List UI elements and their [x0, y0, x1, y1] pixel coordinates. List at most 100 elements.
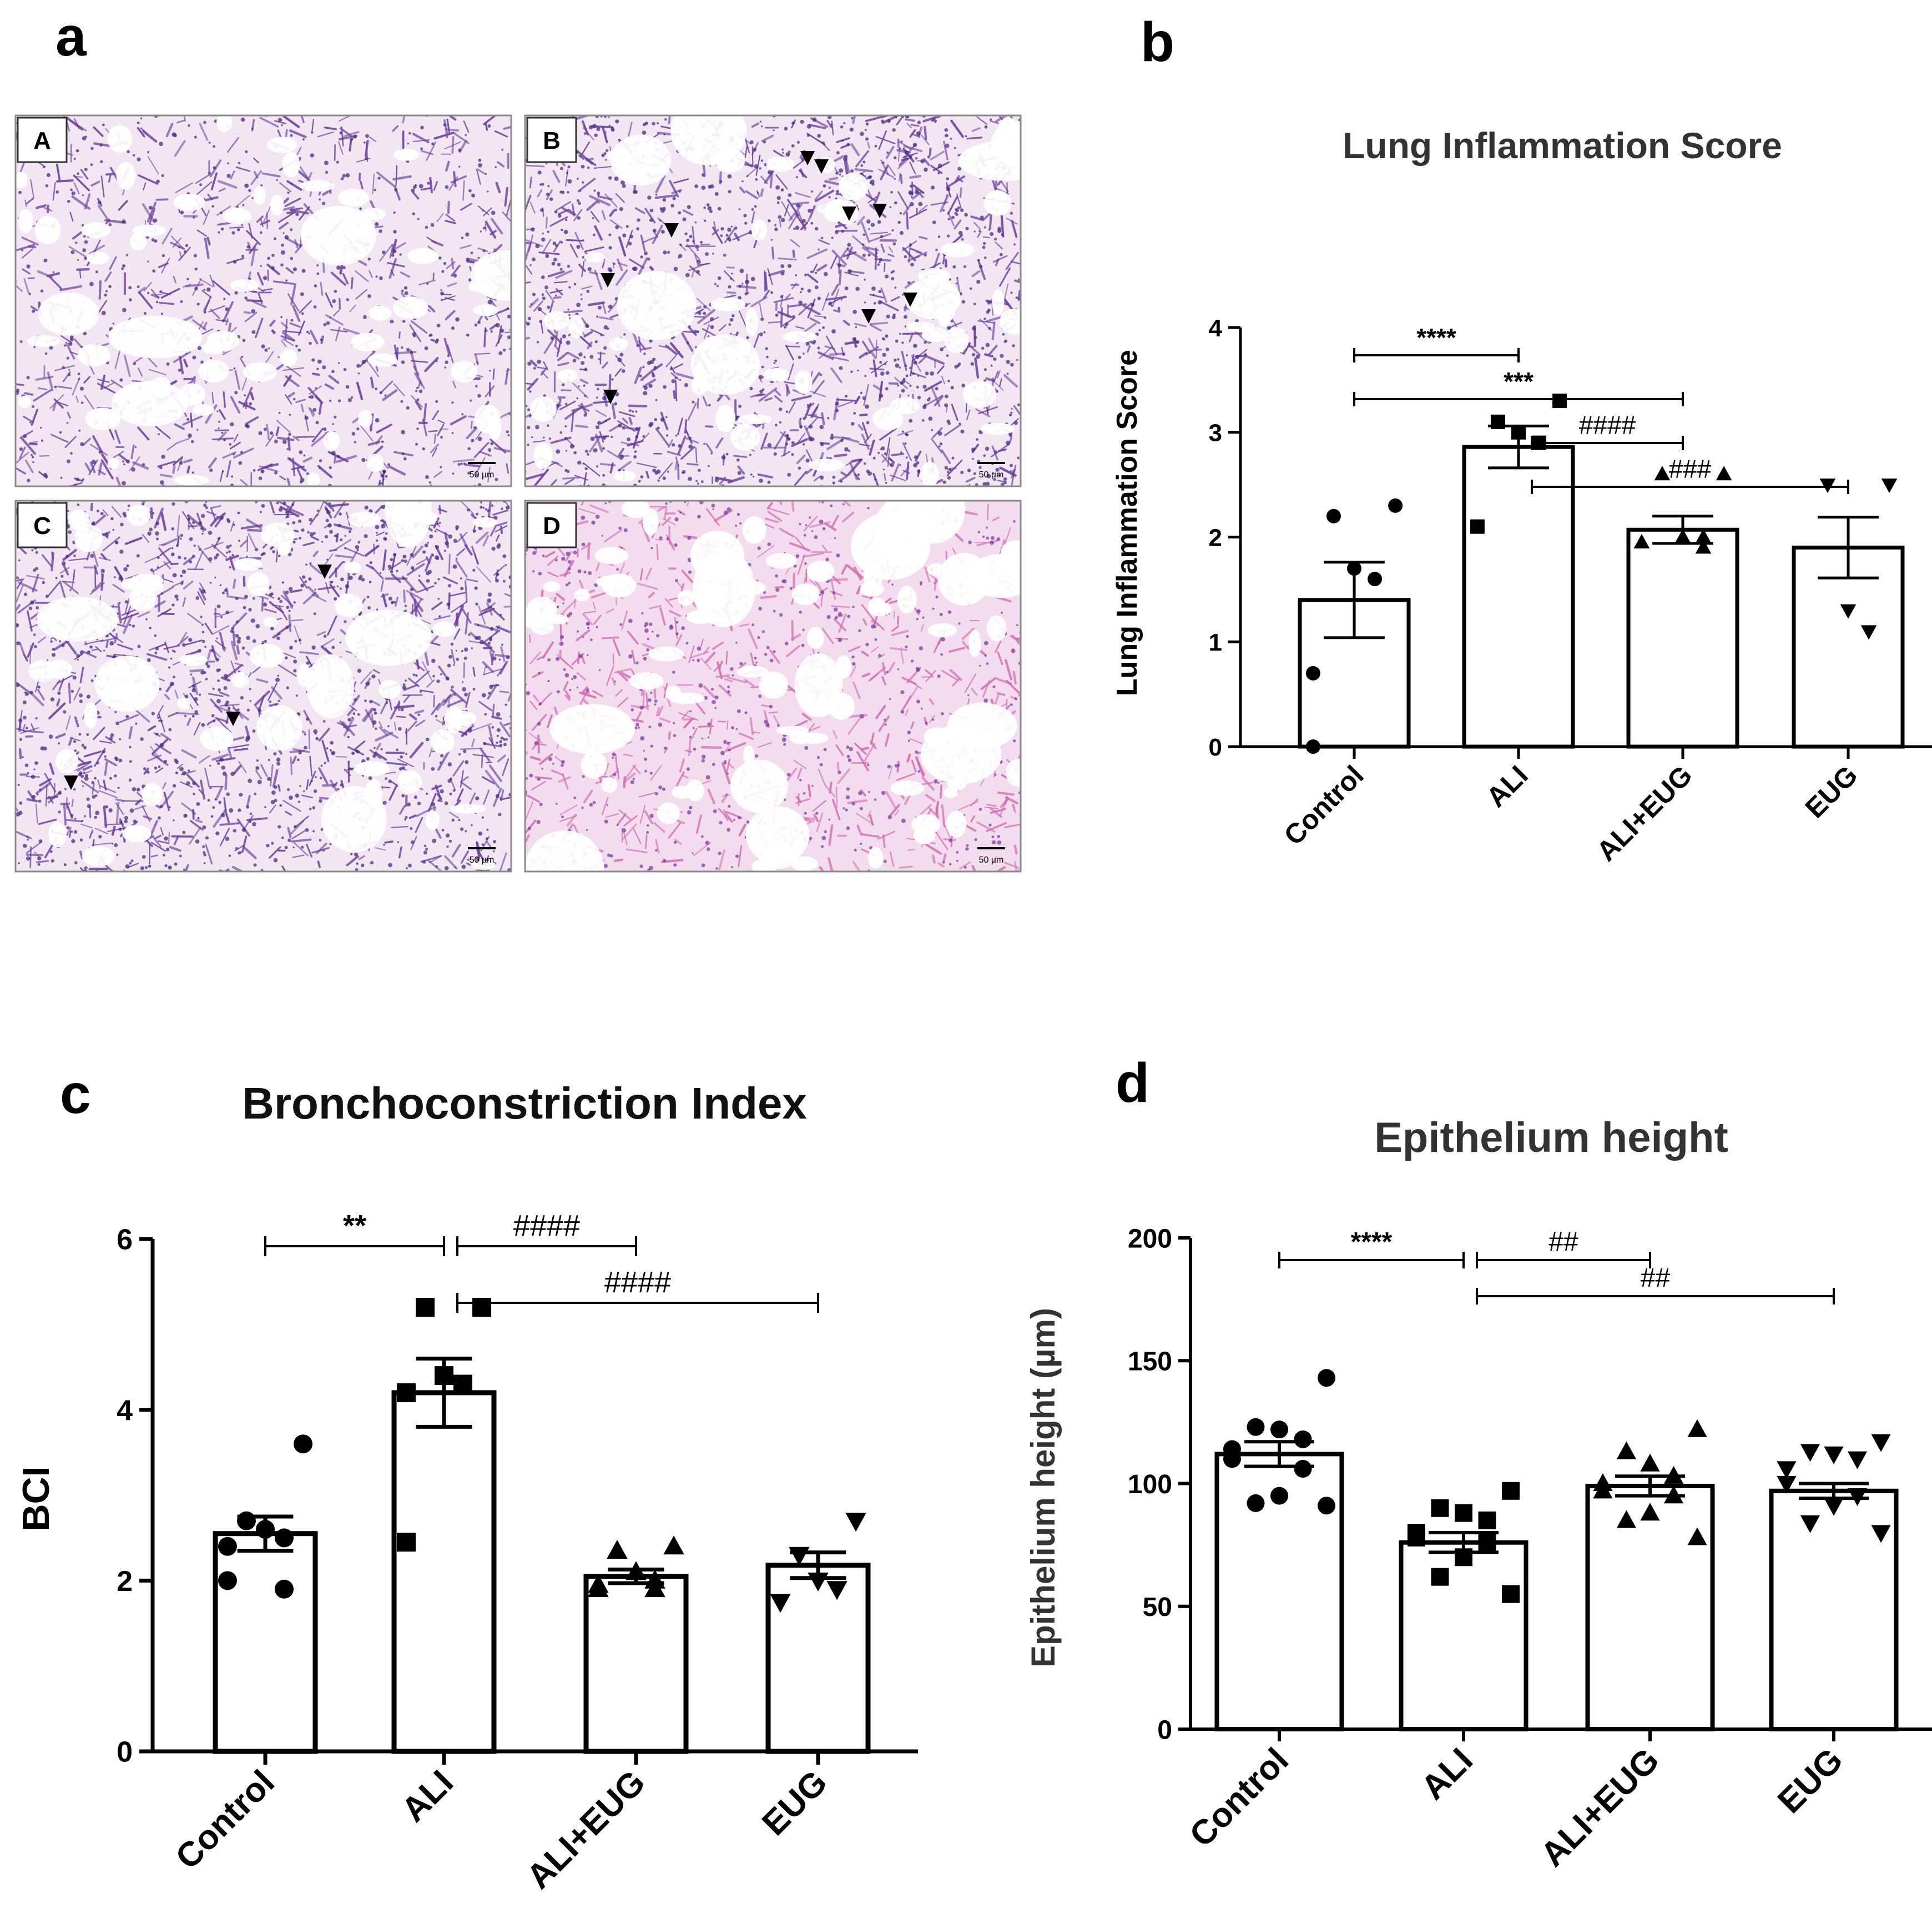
y-tick-label: 4 [1209, 315, 1223, 342]
data-point [1502, 1585, 1520, 1603]
y-tick-label: 6 [117, 1224, 133, 1256]
data-point [1318, 1369, 1336, 1387]
panel-letter-b: b [1141, 11, 1174, 73]
micrograph-label: D [543, 512, 561, 540]
category-label: ALI [394, 1763, 460, 1829]
micrograph-a: A 50 µm [14, 114, 512, 487]
bar [391, 1390, 497, 1754]
data-point [218, 1537, 237, 1556]
category-label: ALI+EUG [1534, 1741, 1667, 1874]
data-point [1616, 1510, 1637, 1528]
data-point [1511, 425, 1526, 440]
data-point [1294, 1459, 1312, 1478]
data-point [1270, 1487, 1288, 1505]
micrograph-b: B 50 µm [524, 114, 1022, 487]
arrowhead-icon [842, 207, 856, 221]
data-point [1871, 1434, 1891, 1452]
data-point [1552, 394, 1567, 409]
category-label: ALI [1414, 1741, 1480, 1807]
arrowhead-icon [903, 293, 917, 307]
category-label: ALI [1480, 759, 1534, 813]
data-point [1368, 572, 1383, 586]
data-point [1616, 1441, 1637, 1459]
y-tick-label: 0 [117, 1736, 133, 1769]
arrowhead-icon [861, 309, 876, 324]
bar [583, 1574, 689, 1754]
data-point [1695, 539, 1712, 554]
arrowhead-icon [800, 151, 815, 165]
data-point [789, 1547, 810, 1566]
significance-label: **** [1416, 323, 1456, 352]
category-label: Control [168, 1763, 282, 1877]
significance-label: *** [1504, 367, 1534, 396]
y-tick-label: 200 [1128, 1224, 1172, 1253]
significance-label: ## [1641, 1263, 1671, 1293]
panel-letter-c: c [60, 1063, 91, 1125]
micrograph-c: C 50 µm [14, 500, 512, 873]
micrograph-label: B [543, 127, 561, 154]
data-point [1800, 1444, 1820, 1462]
tissue-texture [525, 115, 1021, 486]
micrograph-d: D 50 µm [524, 500, 1022, 873]
data-point [1478, 1533, 1496, 1552]
category-label: Control [1278, 759, 1370, 851]
bar [1585, 1483, 1715, 1732]
significance-label: **** [1351, 1227, 1393, 1257]
data-point [1695, 528, 1712, 543]
tissue-texture [16, 501, 511, 872]
data-point [1478, 1511, 1496, 1529]
arrowhead-icon [64, 775, 78, 790]
data-point [1305, 739, 1320, 754]
category-label: EUG [1799, 759, 1864, 824]
data-point [1860, 625, 1877, 640]
data-point [607, 1539, 628, 1559]
y-tick-label: 2 [1209, 524, 1222, 551]
data-point [845, 1513, 866, 1532]
y-axis-label: Epithelium height (µm) [1025, 1308, 1062, 1668]
panel-letter-a: a [56, 6, 87, 68]
chart-title: Epithelium height [1374, 1114, 1728, 1161]
data-point [1455, 1504, 1472, 1522]
chart-title: Lung Inflammation Score [1343, 125, 1782, 166]
data-point [1502, 1482, 1520, 1500]
data-point [256, 1520, 275, 1539]
data-point [663, 1535, 684, 1555]
data-point [1840, 604, 1857, 619]
significance-label: ## [1548, 1227, 1578, 1257]
y-tick-label: 0 [1157, 1715, 1172, 1745]
scale-bar-label: 50 µm [470, 855, 495, 865]
data-point [1633, 533, 1650, 548]
data-point [1326, 508, 1341, 523]
data-point [1663, 1485, 1684, 1504]
arrowhead-icon [603, 390, 618, 404]
data-point [1800, 1515, 1820, 1533]
micrograph-label: C [33, 512, 51, 540]
data-point [472, 1298, 492, 1317]
bar [213, 1531, 318, 1754]
data-point [218, 1571, 237, 1590]
y-tick-label: 100 [1128, 1470, 1172, 1499]
data-point [625, 1561, 647, 1580]
data-point [1470, 519, 1485, 534]
data-point [1847, 1451, 1868, 1469]
category-label: ALI+EUG [1591, 759, 1698, 867]
data-point [808, 1572, 829, 1591]
significance-label: #### [1579, 411, 1636, 440]
significance-label: #### [604, 1266, 671, 1299]
data-point [1490, 414, 1505, 429]
chart-lung-inflammation: Lung Inflammation Score Lung Inflammatio… [1111, 125, 1932, 867]
bar [1626, 527, 1739, 749]
arrowhead-icon [872, 204, 887, 218]
data-point [1871, 1525, 1891, 1543]
micrograph-frame [524, 114, 1022, 487]
bar [1792, 545, 1905, 749]
category-label: ALI+EUG [519, 1763, 653, 1896]
data-point [1407, 1528, 1425, 1547]
data-point [1687, 1419, 1707, 1437]
data-point [1455, 1548, 1472, 1567]
data-point [770, 1594, 791, 1613]
data-point [1305, 666, 1320, 681]
arrowhead-icon [317, 565, 332, 579]
y-tick-label: 3 [1209, 420, 1222, 447]
category-label: EUG [755, 1763, 835, 1843]
